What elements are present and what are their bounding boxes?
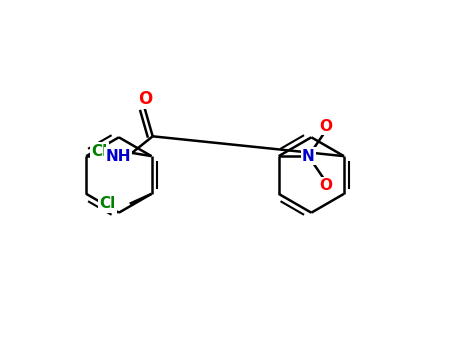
Text: N: N xyxy=(302,149,315,164)
Text: O: O xyxy=(137,90,152,107)
Text: O: O xyxy=(319,178,332,194)
Text: O: O xyxy=(319,119,332,134)
Text: NH: NH xyxy=(105,149,131,164)
Text: Cl: Cl xyxy=(100,196,116,211)
Text: Cl: Cl xyxy=(91,144,108,159)
